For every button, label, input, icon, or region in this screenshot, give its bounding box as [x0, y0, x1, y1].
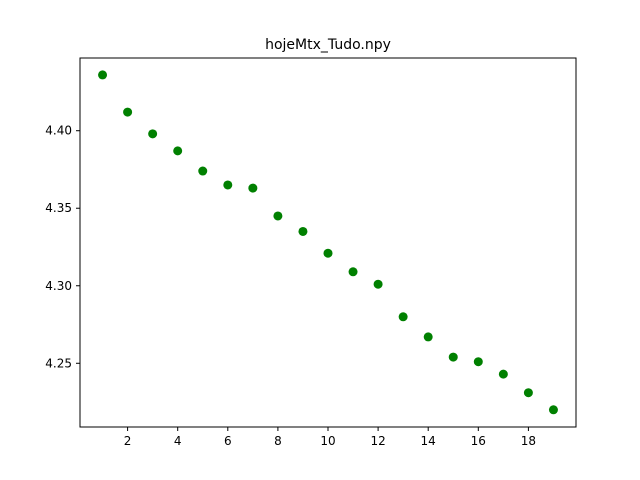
data-point	[348, 267, 358, 277]
data-point	[548, 405, 558, 415]
x-tick-label: 14	[421, 434, 436, 448]
data-point	[473, 357, 483, 367]
y-tick-label: 4.40	[45, 124, 72, 138]
data-point	[523, 388, 533, 398]
x-tick-label: 2	[124, 434, 132, 448]
data-point	[423, 332, 433, 342]
data-point	[223, 180, 233, 190]
x-tick-label: 12	[370, 434, 385, 448]
y-tick-label: 4.35	[45, 201, 72, 215]
data-point	[323, 248, 333, 258]
data-point	[148, 129, 158, 139]
data-points	[98, 70, 558, 415]
x-tick-label: 18	[521, 434, 536, 448]
x-tick-label: 16	[471, 434, 486, 448]
x-tick-label: 4	[174, 434, 182, 448]
data-point	[198, 166, 208, 176]
data-point	[173, 146, 183, 156]
data-point	[498, 369, 508, 379]
data-point	[298, 226, 308, 236]
data-point	[98, 70, 108, 80]
data-point	[398, 312, 408, 322]
x-axis-ticks: 2 4 6 8 10 12 14 16 18	[124, 427, 536, 448]
data-point	[273, 211, 283, 221]
chart-title: hojeMtx_Tudo.npy	[265, 37, 391, 53]
y-tick-label: 4.30	[45, 279, 72, 293]
y-tick-label: 4.25	[45, 356, 72, 370]
x-tick-label: 8	[274, 434, 282, 448]
y-axis-ticks: 4.25 4.30 4.35 4.40	[45, 124, 80, 370]
data-point	[448, 352, 458, 362]
data-point	[248, 183, 258, 193]
data-point	[373, 279, 383, 289]
data-point	[123, 107, 133, 117]
x-tick-label: 6	[224, 434, 232, 448]
plot-frame	[79, 57, 577, 428]
x-tick-label: 10	[320, 434, 335, 448]
